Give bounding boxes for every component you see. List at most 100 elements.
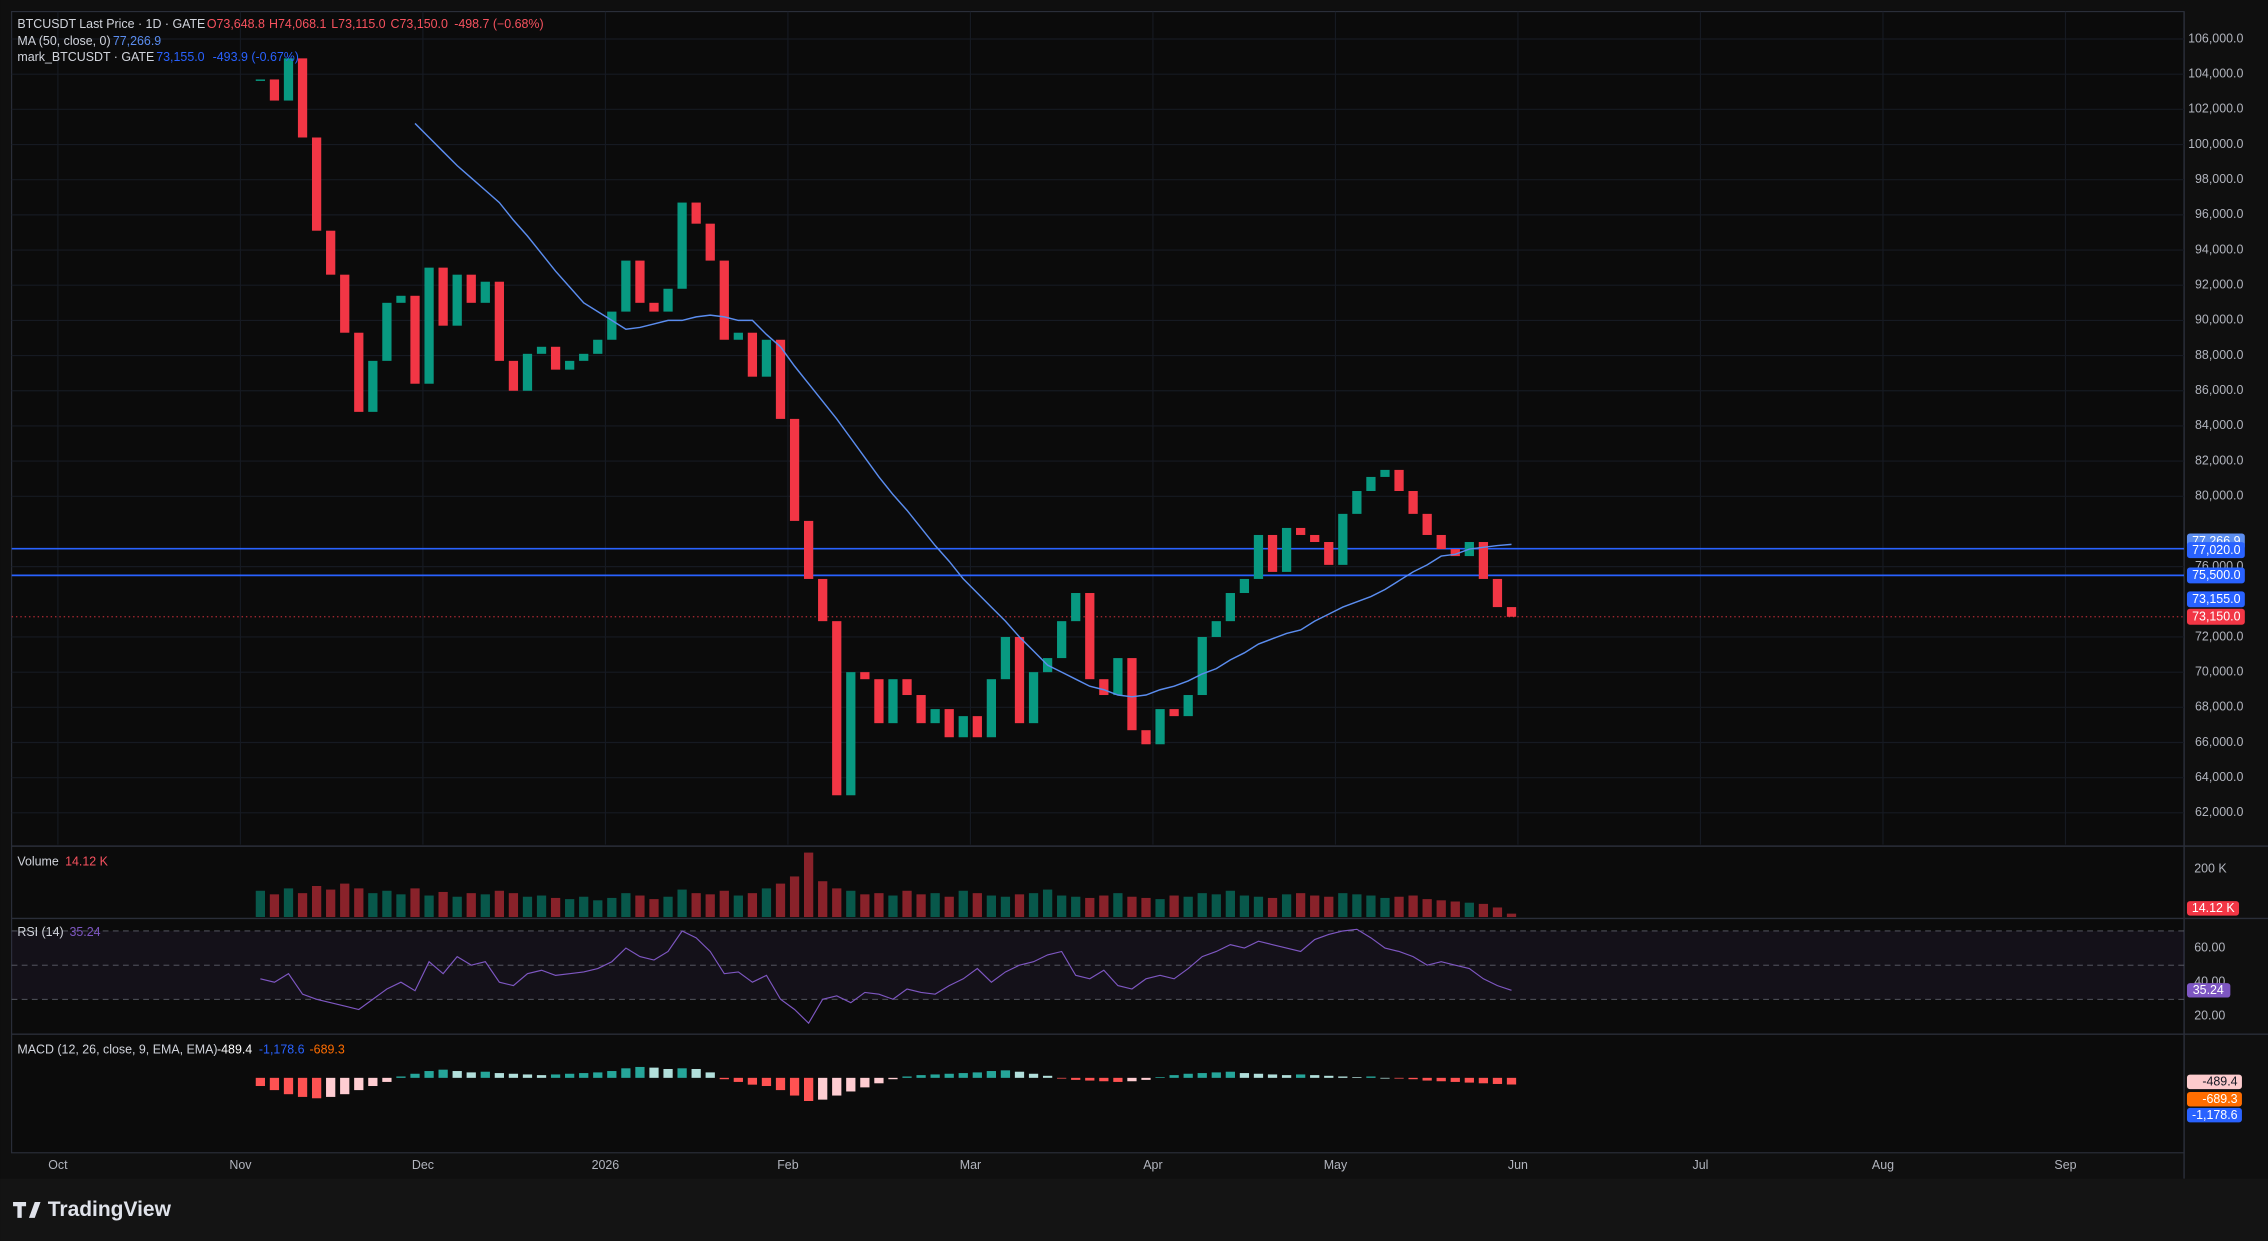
candle xyxy=(1099,679,1109,696)
rsi-line xyxy=(260,928,1512,1025)
volume-bar xyxy=(607,897,617,918)
candle xyxy=(1127,658,1137,731)
volume-bar xyxy=(1380,897,1390,918)
macd-badge-label: -489.4 xyxy=(2202,1075,2237,1089)
volume-bar xyxy=(565,899,575,918)
macd-histogram-bar xyxy=(1408,1077,1418,1080)
candle xyxy=(1366,476,1376,492)
macd-histogram-bar xyxy=(705,1072,715,1078)
macd-histogram-bar xyxy=(1113,1077,1123,1082)
y-tick-label: 92,000.0 xyxy=(2195,278,2243,292)
candle xyxy=(593,339,603,354)
macd-signal-value: -689.3 xyxy=(310,1042,345,1056)
volume-bar xyxy=(424,895,434,918)
candle xyxy=(424,267,434,384)
y-tick-label: 94,000.0 xyxy=(2195,242,2243,256)
candle xyxy=(1352,491,1362,514)
candle xyxy=(297,58,308,138)
macd-histogram-bar xyxy=(480,1071,490,1078)
volume-bar xyxy=(1296,893,1306,918)
ma-line xyxy=(414,122,1512,698)
candle xyxy=(986,679,997,738)
volume-bar xyxy=(311,885,322,918)
candle xyxy=(508,360,519,391)
candle xyxy=(635,260,645,303)
y-tick-label: 64,000.0 xyxy=(2195,770,2243,784)
macd-histogram-bar xyxy=(1169,1075,1179,1078)
candle xyxy=(719,260,729,340)
y-tick-label: 86,000.0 xyxy=(2195,383,2243,397)
volume-bar xyxy=(536,895,547,918)
macd-histogram-bar xyxy=(1338,1076,1348,1078)
volume-bar xyxy=(1197,893,1207,918)
footer xyxy=(0,1178,2268,1241)
volume-bar xyxy=(1127,896,1137,918)
candle xyxy=(550,346,561,370)
macd-histogram-bar xyxy=(986,1071,997,1078)
volume-bar xyxy=(888,895,898,918)
volume-bar xyxy=(1281,894,1292,918)
price-badge-label: 75,500.0 xyxy=(2192,568,2240,582)
macd-histogram-bar xyxy=(1436,1077,1446,1082)
macd-histogram-bar xyxy=(1366,1076,1376,1078)
volume-bar xyxy=(1211,894,1221,918)
candle xyxy=(902,679,912,696)
candle xyxy=(579,353,589,361)
macd-histogram-bar xyxy=(733,1077,743,1082)
macd-histogram-bar xyxy=(803,1077,814,1102)
ma-legend: MA (50, close, 0) xyxy=(17,34,110,48)
candle xyxy=(916,695,926,724)
macd-histogram-bar xyxy=(354,1077,364,1091)
ohlc-close: C73,150.0 xyxy=(391,17,448,31)
volume-bar xyxy=(1253,896,1264,918)
macd-histogram-bar xyxy=(888,1077,898,1080)
macd-histogram-bar xyxy=(1352,1077,1362,1078)
macd-badge-label: -689.3 xyxy=(2202,1092,2237,1106)
volume-bar xyxy=(916,894,926,918)
candle xyxy=(1506,607,1517,617)
y-tick-label: 82,000.0 xyxy=(2195,453,2243,467)
macd-badge-label: -1,178.6 xyxy=(2192,1108,2238,1122)
plot-frame xyxy=(11,10,2185,1154)
volume-badge-label: 14.12 K xyxy=(2192,901,2236,915)
macd-histogram-bar xyxy=(1099,1077,1109,1082)
macd-histogram-bar xyxy=(1310,1075,1320,1078)
macd-histogram-bar xyxy=(1028,1073,1039,1078)
macd-histogram-bar xyxy=(607,1071,617,1078)
candle xyxy=(565,360,575,370)
volume-bar xyxy=(255,890,266,918)
macd-histogram-bar xyxy=(1057,1077,1067,1079)
volume-legend: Volume xyxy=(17,854,59,868)
macd-histogram-bar xyxy=(593,1072,603,1078)
macd-histogram-bar xyxy=(1422,1077,1432,1081)
candle xyxy=(972,716,982,738)
volume-bar xyxy=(1450,901,1460,918)
candle xyxy=(1253,534,1264,579)
macd-histogram-bar xyxy=(382,1077,392,1082)
volume-bar xyxy=(1071,896,1081,918)
macd-histogram-bar xyxy=(663,1068,673,1078)
candle xyxy=(1028,672,1039,724)
candle xyxy=(747,332,758,377)
candle xyxy=(789,418,800,521)
macd-histogram-bar xyxy=(466,1072,476,1078)
volume-bar xyxy=(1408,895,1418,918)
candle xyxy=(1183,695,1193,717)
volume-bar xyxy=(1478,903,1489,918)
volume-bar xyxy=(677,889,687,918)
macd-histogram-bar xyxy=(255,1077,266,1087)
volume-bar xyxy=(508,893,519,918)
volume-bar xyxy=(1183,896,1193,918)
macd-histogram-bar xyxy=(1253,1073,1264,1078)
candle xyxy=(522,353,533,391)
macd-histogram-bar xyxy=(832,1077,842,1096)
candle xyxy=(269,79,280,101)
x-tick-label: Oct xyxy=(48,1158,68,1172)
macd-histogram-bar xyxy=(944,1073,954,1078)
volume-bar xyxy=(1155,899,1165,918)
volume-bar xyxy=(1141,897,1151,918)
candle xyxy=(1225,593,1235,622)
candle xyxy=(1436,534,1446,550)
y-tick-label: 70,000.0 xyxy=(2195,664,2243,678)
x-tick-label: Sep xyxy=(2054,1158,2076,1172)
